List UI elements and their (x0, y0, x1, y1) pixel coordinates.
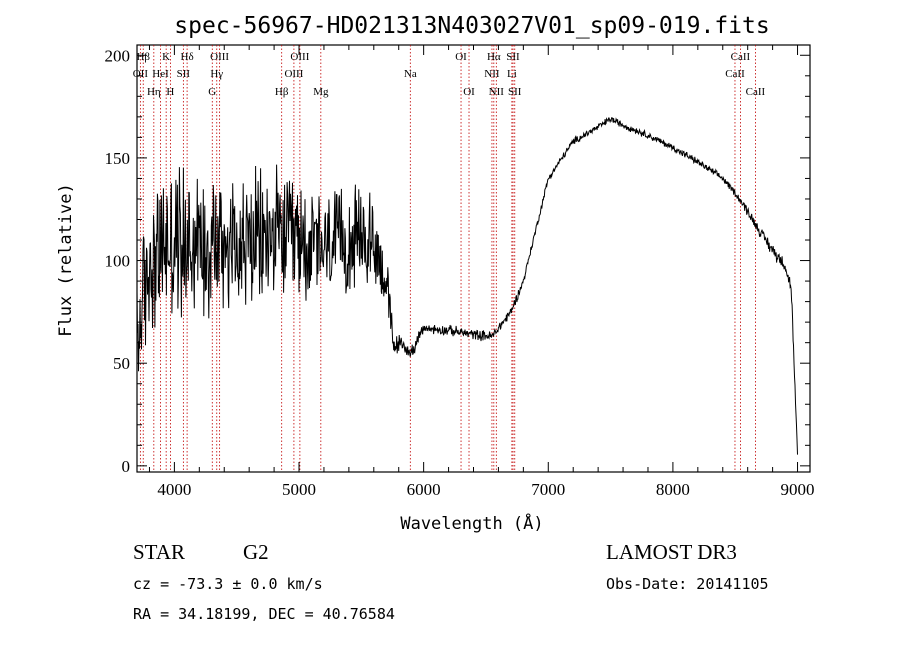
spectral-line-label: Hγ (210, 68, 223, 80)
spectral-line-label: SII (177, 68, 191, 80)
spectral-line-label: Hδ (181, 51, 194, 63)
spectral-line-label: H (166, 86, 174, 98)
spectral-line-label: Na (404, 68, 417, 80)
spectral-line-label: Mg (313, 86, 329, 98)
object-class: STAR (133, 540, 185, 564)
chart-title: spec-56967-HD021313N403027V01_sp09-019.f… (174, 13, 769, 39)
spectral-line-label: OI (463, 86, 475, 98)
spectral-line-label: G (208, 86, 216, 98)
coords-readout: RA = 34.18199, DEC = 40.76584 (133, 605, 395, 623)
spectral-line-label: Hβ (275, 86, 289, 98)
spectrum-line (136, 116, 798, 455)
x-tick-label: 9000 (781, 480, 815, 499)
x-tick-label: 7000 (531, 480, 565, 499)
spectral-line-label: OIII (290, 51, 309, 63)
spectral-line-labels: Hβ K Hδ OIII OIII OI Hα SII CaII OII HeI SII Hγ OIII N… (133, 51, 766, 98)
x-tick-label: 5000 (282, 480, 316, 499)
spectral-line-label: CaII (746, 86, 766, 98)
plot-frame (136, 44, 811, 473)
x-axis-label: Wavelength (Å) (400, 512, 543, 534)
x-tick-label: 6000 (407, 480, 441, 499)
y-tick-label: 0 (122, 457, 131, 476)
y-tick-label: 200 (105, 46, 131, 65)
spectral-line-label: CaII (731, 51, 751, 63)
spectral-line-label: NII (489, 86, 505, 98)
y-tick-label: 150 (105, 149, 131, 168)
spectral-line-label: SII (506, 51, 520, 63)
spectral-line-label: OIII (284, 68, 303, 80)
obs-date: Obs-Date: 20141105 (606, 575, 769, 593)
spectral-line-label: SII (508, 86, 522, 98)
spectral-line-label: OIII (210, 51, 229, 63)
spectral-line-label: Hα (487, 51, 501, 63)
spectral-line-label: CaII (725, 68, 745, 80)
spectral-line-label: K (162, 51, 170, 63)
spectral-line-label: Hη (147, 86, 161, 98)
spectral-line-label: OI (455, 51, 467, 63)
spectral-line-label: NII (484, 68, 500, 80)
y-axis-label: Flux (relative) (56, 183, 76, 337)
y-tick-label: 50 (113, 354, 130, 373)
spectral-line-label: Hβ (136, 51, 150, 63)
cz-readout: cz = -73.3 ± 0.0 km/s (133, 575, 323, 593)
spectral-line-label: HeI (152, 68, 169, 80)
x-tick-label: 8000 (656, 480, 690, 499)
spectral-line-label: Li (507, 68, 517, 80)
object-subclass: G2 (243, 540, 269, 564)
spectral-line-label: OII (133, 68, 149, 80)
spectral-line-markers (139, 45, 756, 472)
axis-ticks: 4000 5000 6000 7000 8000 9000 0 50 100 150 200 (105, 45, 815, 499)
y-tick-label: 100 (105, 252, 131, 271)
survey-name: LAMOST DR3 (606, 540, 737, 564)
x-tick-label: 4000 (157, 480, 191, 499)
